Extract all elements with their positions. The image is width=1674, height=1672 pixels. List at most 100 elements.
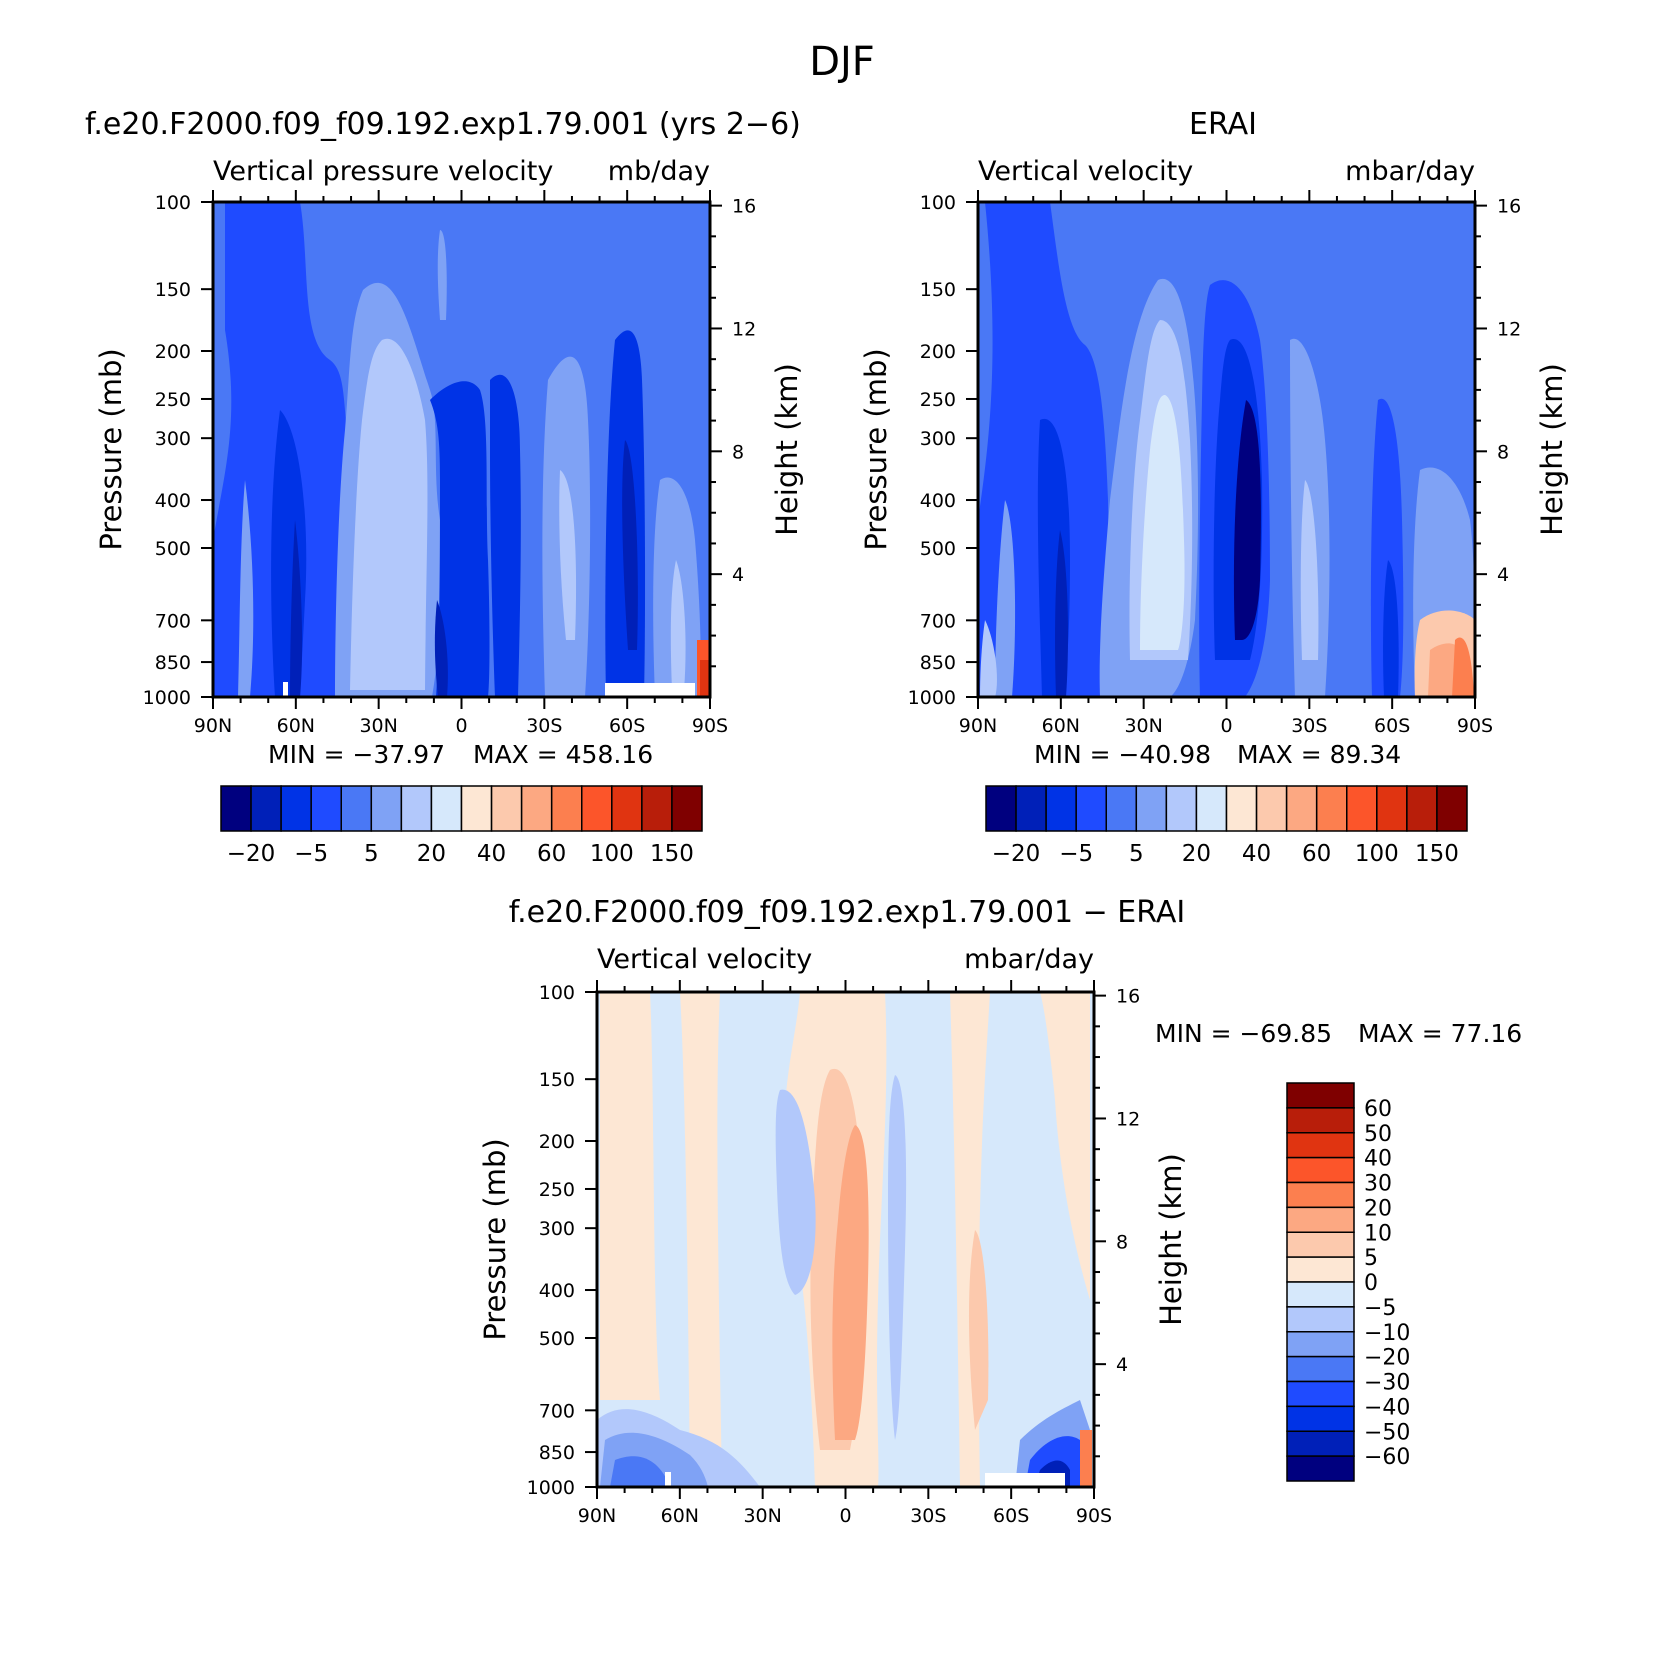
y-tick-label: 500	[920, 538, 956, 560]
colorbar-swatch	[220, 785, 252, 832]
colorbar-label: 60	[1364, 1097, 1392, 1122]
colorbar-swatch	[1286, 1355, 1355, 1383]
y-tick-label: 700	[539, 1400, 575, 1422]
x-tick-label: 90N	[194, 715, 232, 737]
y-right-tick-label: 12	[732, 318, 756, 340]
y-tick-label: 700	[920, 610, 956, 632]
x-tick-label: 0	[839, 1505, 851, 1527]
colorbar-label: 0	[1364, 1271, 1378, 1296]
y-tick-label: 150	[539, 1069, 575, 1091]
colorbar-swatch	[1286, 1156, 1355, 1184]
colorbar-label: 5	[364, 841, 379, 867]
y-tick-label: 850	[920, 652, 956, 674]
panel-erai: ERAI Vertical velocity mbar/day	[859, 107, 1569, 867]
y-tick-label: 500	[155, 538, 191, 560]
colorbar-label: 30	[1364, 1172, 1392, 1197]
y-axis-label: Pressure (mb)	[94, 348, 128, 550]
x-tick-label: 60N	[1042, 715, 1080, 737]
colorbar-label: 5	[1364, 1246, 1378, 1271]
x-tick-label: 60S	[993, 1505, 1029, 1527]
colorbar-swatch	[1286, 1430, 1355, 1457]
colorbar-label: −40	[1364, 1395, 1410, 1420]
colorbar-label: 20	[1182, 841, 1211, 867]
colorbar-label: −30	[1364, 1371, 1410, 1396]
colorbar-swatch	[370, 785, 403, 832]
colorbar-swatch	[1105, 785, 1138, 832]
colorbar-swatch	[1286, 1455, 1355, 1482]
y-tick-label: 250	[920, 389, 956, 411]
y-right-tick-label: 4	[732, 564, 744, 586]
colorbar-label: −60	[1364, 1445, 1410, 1470]
panel-model: f.e20.F2000.f09_f09.192.exp1.79.001 (yrs…	[85, 107, 804, 867]
y-tick-label: 100	[155, 192, 191, 214]
y-tick-label: 150	[155, 279, 191, 301]
x-tick-label: 90S	[1076, 1505, 1112, 1527]
y-tick-label: 250	[539, 1179, 575, 1201]
colorbar-swatch	[310, 785, 342, 832]
y-tick-label: 300	[920, 428, 956, 450]
colorbar-label: 50	[1364, 1122, 1392, 1147]
y-right-tick-label: 8	[1497, 441, 1509, 463]
y-tick-label: 250	[155, 389, 191, 411]
panel-diff-min-label: MIN = −69.85	[1155, 1019, 1332, 1048]
colorbar-swatch	[1315, 785, 1348, 832]
y-tick-label: 200	[155, 341, 191, 363]
y-right-tick-label: 12	[1497, 318, 1521, 340]
panel-erai-max-label: MAX = 89.34	[1237, 740, 1401, 769]
colorbar-swatch	[460, 785, 493, 832]
x-tick-label: 90N	[578, 1505, 616, 1527]
x-tick-label: 60N	[277, 715, 315, 737]
x-tick-label: 90S	[692, 715, 728, 737]
colorbar-swatch	[1286, 1181, 1355, 1209]
y-right-tick-label: 4	[1497, 564, 1509, 586]
y-tick-label: 400	[920, 490, 956, 512]
colorbar-swatch	[1346, 785, 1378, 832]
y-tick-label: 300	[155, 428, 191, 450]
panel-erai-subtitle-right: mbar/day	[1345, 156, 1475, 187]
y-tick-label: 1000	[527, 1477, 575, 1499]
colorbar-swatch	[671, 785, 703, 832]
colorbar-label: 40	[1364, 1147, 1392, 1172]
colorbar-label: −5	[1364, 1296, 1396, 1321]
panel-diff-subtitle-right: mbar/day	[964, 944, 1094, 975]
colorbar-label: 10	[1364, 1221, 1392, 1246]
colorbar-swatch	[641, 785, 673, 832]
colorbar-label: 5	[1129, 841, 1144, 867]
y-tick-label: 150	[920, 279, 956, 301]
y-tick-label: 200	[539, 1131, 575, 1153]
colorbar-swatch	[430, 785, 463, 832]
colorbar-swatch	[985, 785, 1017, 832]
colorbar-label: −50	[1364, 1420, 1410, 1445]
colorbar-swatch	[1286, 1231, 1355, 1258]
x-tick-label: 30N	[359, 715, 397, 737]
y-tick-label: 400	[155, 490, 191, 512]
x-tick-label: 30N	[1124, 715, 1162, 737]
colorbar-swatch	[611, 785, 643, 832]
y-right-tick-label: 8	[732, 441, 744, 463]
colorbar-swatch	[1376, 785, 1408, 832]
y-tick-label: 100	[539, 982, 575, 1004]
colorbar-label: 20	[1364, 1196, 1392, 1221]
panel-model-axes: 90N 60N 30N 0 30S 60S 90S 100 150 200 250 300 400 500…	[94, 190, 804, 737]
colorbar-swatch	[1286, 1380, 1355, 1408]
panel-model-contour-field	[213, 202, 710, 697]
x-tick-label: 30S	[526, 715, 562, 737]
y-tick-label: 850	[539, 1442, 575, 1464]
colorbar-swatch	[1255, 785, 1288, 832]
colorbar-swatch	[1135, 785, 1168, 832]
colorbar-label: −5	[1059, 841, 1093, 867]
colorbar-label: 150	[1415, 841, 1459, 867]
colorbar-label: −10	[1364, 1321, 1410, 1346]
colorbar-swatch	[1286, 1281, 1355, 1308]
panel-model-max-label: MAX = 458.16	[473, 740, 653, 769]
y-tick-label: 850	[155, 652, 191, 674]
panel-erai-colorbar: −20 −5 5 20 40 60 100 150	[985, 785, 1468, 867]
panel-diff-title: f.e20.F2000.f09_f09.192.exp1.79.001 − ER…	[509, 895, 1186, 930]
colorbar-swatch	[250, 785, 282, 832]
y-right-tick-label: 16	[1497, 196, 1521, 218]
colorbar-label: 60	[537, 841, 566, 867]
y-right-tick-label: 4	[1116, 1354, 1128, 1376]
colorbar-swatch	[1075, 785, 1107, 832]
